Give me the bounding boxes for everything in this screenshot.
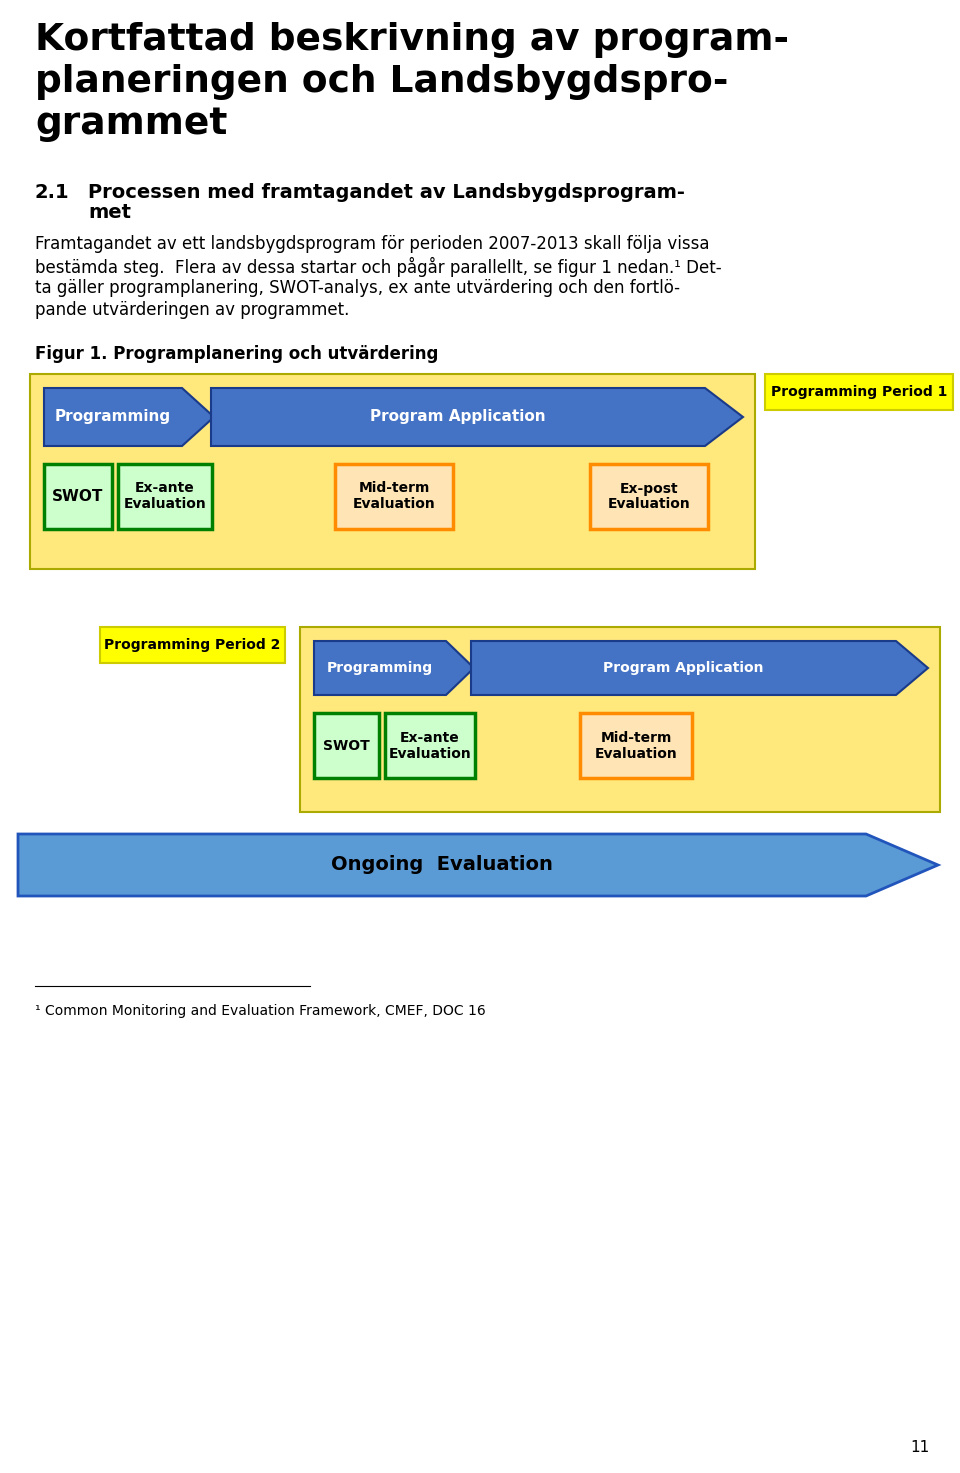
- Text: 2.1: 2.1: [35, 183, 70, 202]
- Bar: [314, 713, 379, 778]
- Bar: [30, 374, 755, 569]
- Text: Ex-ante: Ex-ante: [400, 731, 460, 744]
- Text: bestämda steg.  Flera av dessa startar och pågår parallellt, se figur 1 nedan.¹ : bestämda steg. Flera av dessa startar oc…: [35, 256, 722, 277]
- Text: Kortfattad beskrivning av program-: Kortfattad beskrivning av program-: [35, 22, 789, 57]
- Polygon shape: [44, 387, 214, 446]
- Text: Program Application: Program Application: [371, 409, 546, 424]
- Bar: [580, 713, 692, 778]
- Bar: [335, 464, 453, 529]
- Text: planeringen och Landsbygdspro-: planeringen och Landsbygdspro-: [35, 63, 729, 100]
- Text: ta gäller programplanering, SWOT-analys, ex ante utvärdering och den fortlö-: ta gäller programplanering, SWOT-analys,…: [35, 278, 680, 298]
- Polygon shape: [211, 387, 743, 446]
- Bar: [118, 464, 212, 529]
- Text: pande utvärderingen av programmet.: pande utvärderingen av programmet.: [35, 300, 349, 320]
- Text: 11: 11: [911, 1441, 930, 1455]
- Text: Programming Period 1: Programming Period 1: [771, 384, 948, 399]
- Text: Ex-post: Ex-post: [620, 482, 679, 495]
- Text: met: met: [88, 203, 131, 222]
- Polygon shape: [314, 641, 474, 695]
- Bar: [765, 374, 953, 409]
- Text: Evaluation: Evaluation: [124, 498, 206, 511]
- Text: grammet: grammet: [35, 106, 228, 141]
- Text: Ex-ante: Ex-ante: [135, 482, 195, 495]
- Text: Program Application: Program Application: [603, 661, 764, 675]
- Text: Processen med framtagandet av Landsbygdsprogram-: Processen med framtagandet av Landsbygds…: [88, 183, 684, 202]
- Text: Programming Period 2: Programming Period 2: [105, 638, 280, 653]
- Text: Programming: Programming: [327, 661, 433, 675]
- Bar: [590, 464, 708, 529]
- Text: Mid-term: Mid-term: [600, 731, 672, 744]
- Bar: [100, 627, 285, 663]
- Text: Evaluation: Evaluation: [608, 498, 690, 511]
- Text: Mid-term: Mid-term: [358, 482, 430, 495]
- Text: Evaluation: Evaluation: [594, 747, 678, 760]
- Text: Figur 1. Programplanering och utvärdering: Figur 1. Programplanering och utvärderin…: [35, 345, 439, 362]
- Text: Evaluation: Evaluation: [389, 747, 471, 760]
- Text: Ongoing  Evaluation: Ongoing Evaluation: [331, 856, 553, 875]
- Bar: [44, 464, 112, 529]
- Text: SWOT: SWOT: [324, 738, 370, 753]
- Polygon shape: [471, 641, 928, 695]
- Text: ¹ Common Monitoring and Evaluation Framework, CMEF, DOC 16: ¹ Common Monitoring and Evaluation Frame…: [35, 1005, 486, 1018]
- Polygon shape: [18, 834, 938, 896]
- Text: Framtagandet av ett landsbygdsprogram för perioden 2007-2013 skall följa vissa: Framtagandet av ett landsbygdsprogram fö…: [35, 236, 709, 253]
- Bar: [385, 713, 475, 778]
- Bar: [300, 627, 940, 812]
- Text: Evaluation: Evaluation: [352, 498, 436, 511]
- Text: SWOT: SWOT: [52, 489, 104, 504]
- Text: Programming: Programming: [55, 409, 171, 424]
